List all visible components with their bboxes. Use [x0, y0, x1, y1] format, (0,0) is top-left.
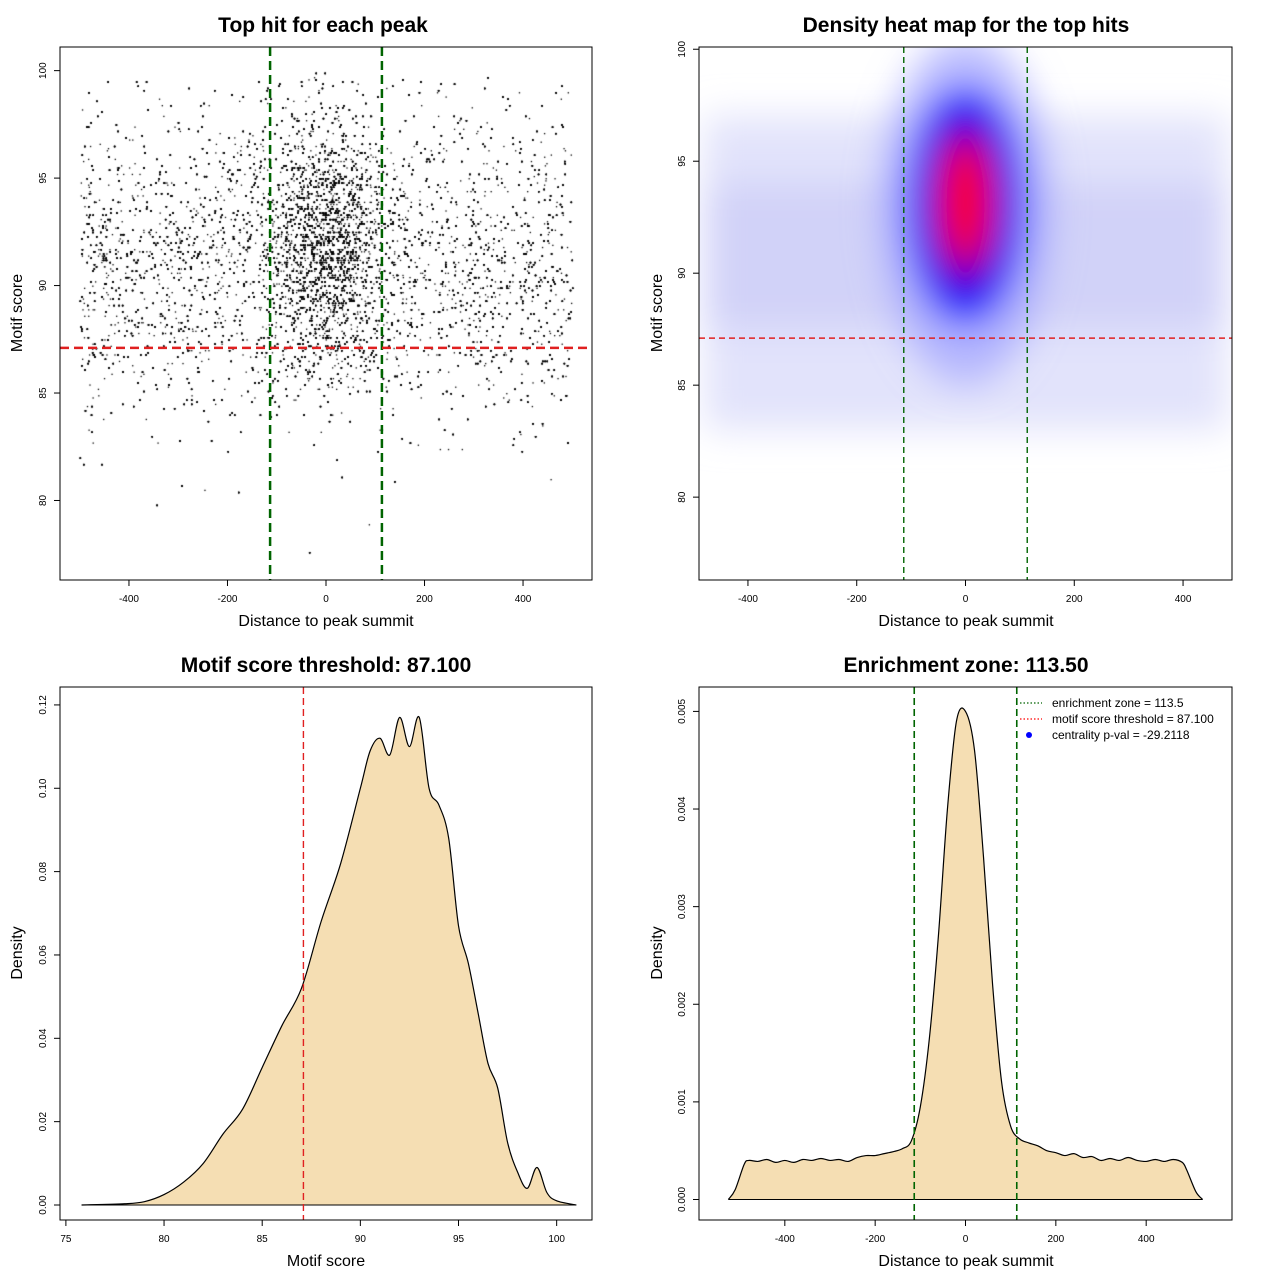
- legend-label: enrichment zone = 113.5: [1052, 696, 1184, 710]
- scatter-point-cloud: [60, 47, 592, 580]
- x-tick-label: 85: [257, 1234, 269, 1245]
- y-axis-label: Density: [649, 926, 666, 979]
- y-tick-label: 0.02: [38, 1111, 49, 1131]
- y-tick-label: 0.10: [38, 778, 49, 798]
- density-curve: [81, 716, 577, 1206]
- y-tick-label: 80: [677, 491, 688, 503]
- y-tick-label: 85: [38, 387, 49, 399]
- x-tick-label: -200: [865, 1234, 885, 1245]
- y-tick-label: 0.002: [677, 991, 688, 1016]
- x-tick-label: 200: [416, 594, 433, 605]
- x-axis-label: Distance to peak summit: [238, 613, 414, 630]
- x-tick-label: 400: [515, 594, 532, 605]
- y-tick-label: 0.04: [38, 1028, 49, 1048]
- scatter-panel: Top hit for each peak Distance to peak s…: [9, 14, 593, 630]
- x-tick-label: 100: [548, 1234, 565, 1245]
- x-axis-label: Distance to peak summit: [878, 613, 1054, 630]
- chart-title: Motif score threshold: 87.100: [181, 654, 472, 677]
- y-tick-label: 100: [677, 40, 688, 57]
- density-area: [727, 707, 1204, 1200]
- scatter-points: [60, 47, 592, 580]
- y-tick-label: 0.12: [38, 695, 49, 715]
- x-tick-label: -400: [119, 594, 139, 605]
- y-tick-label: 85: [677, 379, 688, 391]
- plot-marks: [699, 47, 1232, 580]
- density-curve: [727, 707, 1204, 1200]
- x-axis-label: Distance to peak summit: [878, 1253, 1054, 1270]
- x-tick-label: -400: [775, 1234, 795, 1245]
- x-tick-label: 200: [1047, 1234, 1064, 1245]
- plot-frame: [698, 46, 1233, 581]
- y-tick-label: 95: [38, 172, 49, 184]
- x-tick-label: 200: [1066, 594, 1083, 605]
- legend-item-score-threshold: motif score threshold = 87.100: [1020, 712, 1214, 726]
- x-tick-label: 90: [355, 1234, 367, 1245]
- distance-density-panel: Enrichment zone: 113.50 Distance to peak…: [649, 654, 1233, 1270]
- y-axis-label: Motif score: [9, 274, 26, 352]
- x-tick-label: -400: [738, 594, 758, 605]
- heat-level: [941, 139, 990, 264]
- y-tick-label: 0.001: [677, 1089, 688, 1114]
- density-fill: [81, 716, 577, 1205]
- heat-core: [880, 47, 1051, 385]
- x-tick-label: 75: [60, 1234, 72, 1245]
- y-tick-label: 0.005: [677, 698, 688, 723]
- x-tick-label: 80: [158, 1234, 170, 1245]
- chart-title: Top hit for each peak: [218, 14, 428, 37]
- plot-marks: [913, 687, 1018, 1220]
- chart-title: Density heat map for the top hits: [803, 14, 1130, 37]
- chart-title: Enrichment zone: 113.50: [843, 654, 1088, 677]
- x-tick-label: -200: [217, 594, 237, 605]
- y-tick-label: 0.00: [38, 1195, 49, 1215]
- x-tick-label: 400: [1175, 594, 1192, 605]
- x-tick-label: 0: [963, 1234, 969, 1245]
- legend-label: motif score threshold = 87.100: [1052, 712, 1214, 726]
- x-tick-label: 95: [453, 1234, 465, 1245]
- axis-ticks: -400 -200 0 200 400 80 85 90 95 100: [677, 40, 1192, 605]
- x-tick-label: 400: [1138, 1234, 1155, 1245]
- density-area: [81, 716, 577, 1206]
- density-fill: [728, 708, 1203, 1200]
- x-tick-label: 0: [323, 594, 329, 605]
- y-tick-label: 0.003: [677, 894, 688, 919]
- y-axis-label: Motif score: [649, 274, 666, 352]
- y-tick-label: 0.000: [677, 1187, 688, 1212]
- y-tick-label: 0.08: [38, 861, 49, 881]
- axis-ticks: 75 80 85 90 95 100 0.00 0.02 0.04 0.06 0.08 0.10 0.1…: [38, 695, 565, 1245]
- y-tick-label: 0.004: [677, 796, 688, 821]
- legend: enrichment zone = 113.5 motif score thre…: [1020, 696, 1214, 742]
- y-tick-label: 0.06: [38, 945, 49, 965]
- x-tick-label: 0: [963, 594, 969, 605]
- density-heatmap: [704, 47, 1227, 430]
- y-axis-label: Density: [9, 926, 26, 979]
- y-tick-label: 80: [38, 494, 49, 506]
- plot-frame: [59, 686, 593, 1221]
- y-tick-label: 100: [38, 62, 49, 79]
- y-tick-label: 90: [38, 280, 49, 292]
- score-density-panel: Motif score threshold: 87.100 Motif scor…: [9, 654, 593, 1270]
- y-tick-label: 95: [677, 155, 688, 167]
- x-axis-label: Motif score: [287, 1253, 365, 1270]
- legend-item-centrality: centrality p-val = -29.2118: [1026, 728, 1190, 742]
- legend-label: centrality p-val = -29.2118: [1052, 728, 1190, 742]
- plot-frame: [698, 686, 1233, 1221]
- x-tick-label: -200: [847, 594, 867, 605]
- plot-frame: [59, 46, 593, 581]
- axis-ticks: -400 -200 0 200 400 0.000 0.001 0.002 0.003 0.004…: [677, 698, 1155, 1245]
- heatmap-panel: Density heat map for the top hits Distan…: [649, 14, 1233, 630]
- y-tick-label: 90: [677, 267, 688, 279]
- legend-swatch: [1026, 732, 1032, 738]
- legend-item-enrichment-zone: enrichment zone = 113.5: [1020, 696, 1184, 710]
- plot-marks: [60, 47, 592, 580]
- axis-ticks: -400 -200 0 200 400 80 85 90 95 100: [38, 62, 532, 605]
